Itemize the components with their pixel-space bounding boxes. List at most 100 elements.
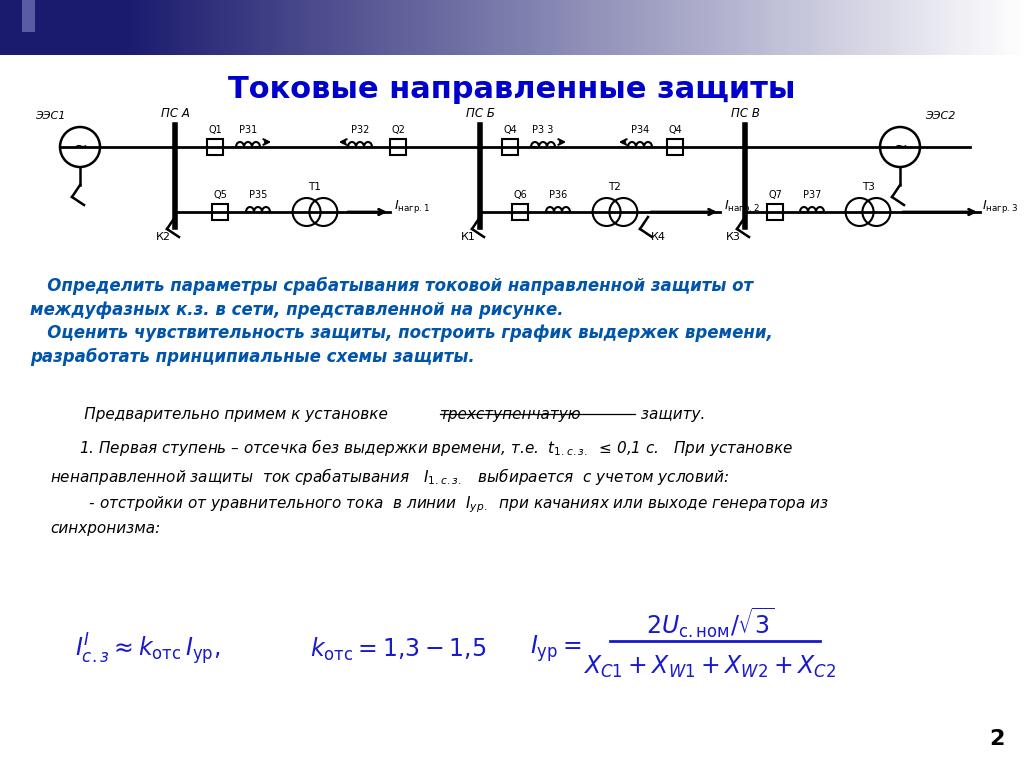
- Bar: [512, 0, 515, 55]
- Text: $X_{C1} + X_{W1} + X_{W2} + X_{C2}$: $X_{C1} + X_{W1} + X_{W2} + X_{C2}$: [584, 654, 837, 680]
- Bar: [82, 0, 85, 55]
- Bar: [379, 0, 382, 55]
- Bar: [92, 0, 95, 55]
- Bar: [966, 0, 970, 55]
- Bar: [266, 0, 269, 55]
- Text: ЭЭС2: ЭЭС2: [925, 111, 955, 121]
- Bar: [276, 0, 280, 55]
- Bar: [529, 0, 532, 55]
- Bar: [259, 0, 263, 55]
- Bar: [207, 139, 223, 155]
- Bar: [69, 0, 72, 55]
- Bar: [922, 0, 925, 55]
- Bar: [550, 0, 553, 55]
- Bar: [151, 0, 154, 55]
- Bar: [867, 0, 870, 55]
- Bar: [290, 0, 294, 55]
- Bar: [720, 0, 724, 55]
- Bar: [51, 0, 54, 55]
- Bar: [532, 0, 536, 55]
- Bar: [249, 0, 253, 55]
- Bar: [587, 0, 591, 55]
- Bar: [164, 0, 167, 55]
- Bar: [973, 0, 976, 55]
- Bar: [993, 0, 996, 55]
- Bar: [873, 0, 878, 55]
- Bar: [799, 0, 802, 55]
- Text: К2: К2: [156, 232, 171, 242]
- Bar: [263, 0, 266, 55]
- Bar: [945, 0, 949, 55]
- Bar: [829, 0, 833, 55]
- Bar: [65, 0, 69, 55]
- Bar: [617, 0, 622, 55]
- Text: Р35: Р35: [249, 190, 267, 200]
- Text: $I_{\rm нагр.1}$: $I_{\rm нагр.1}$: [394, 198, 430, 215]
- Bar: [488, 0, 492, 55]
- Bar: [410, 0, 413, 55]
- Bar: [775, 0, 778, 55]
- Bar: [386, 0, 389, 55]
- Bar: [748, 0, 751, 55]
- Bar: [120, 0, 123, 55]
- Bar: [703, 0, 707, 55]
- Bar: [676, 0, 679, 55]
- Text: $I^{I}_{с.з} \approx k_{\rm отс}\, I_{\rm ур},$: $I^{I}_{с.з} \approx k_{\rm отс}\, I_{\r…: [75, 631, 220, 667]
- Bar: [140, 0, 143, 55]
- Text: Р32: Р32: [351, 125, 370, 135]
- Bar: [136, 0, 140, 55]
- Bar: [218, 0, 222, 55]
- Bar: [402, 0, 407, 55]
- Text: Токовые направленные защиты: Токовые направленные защиты: [228, 75, 796, 104]
- Bar: [396, 0, 399, 55]
- Text: Т1: Т1: [308, 182, 322, 192]
- Bar: [809, 0, 812, 55]
- Bar: [996, 0, 1000, 55]
- Bar: [321, 0, 325, 55]
- Bar: [154, 0, 157, 55]
- Bar: [38, 0, 41, 55]
- Bar: [338, 0, 341, 55]
- Bar: [228, 0, 232, 55]
- Text: К1: К1: [461, 232, 475, 242]
- Bar: [13, 0, 17, 55]
- Text: Q1: Q1: [208, 125, 222, 135]
- Bar: [765, 0, 768, 55]
- Bar: [658, 0, 663, 55]
- Bar: [355, 0, 358, 55]
- Bar: [904, 0, 908, 55]
- Bar: [788, 0, 792, 55]
- Bar: [48, 0, 51, 55]
- Bar: [853, 0, 857, 55]
- Bar: [195, 0, 198, 55]
- Bar: [22, 0, 35, 32]
- Bar: [187, 0, 191, 55]
- Bar: [167, 0, 171, 55]
- Text: Q7: Q7: [768, 190, 782, 200]
- Bar: [246, 0, 249, 55]
- Bar: [767, 204, 783, 220]
- Bar: [126, 0, 130, 55]
- Bar: [256, 0, 259, 55]
- Bar: [833, 0, 837, 55]
- Bar: [840, 0, 843, 55]
- Bar: [443, 0, 447, 55]
- Bar: [222, 0, 225, 55]
- Bar: [317, 0, 321, 55]
- Bar: [955, 0, 959, 55]
- Text: Р31: Р31: [239, 125, 257, 135]
- Bar: [181, 0, 184, 55]
- Bar: [407, 0, 410, 55]
- Text: $k_{\rm отс} = 1{,}3-1{,}5$: $k_{\rm отс} = 1{,}3-1{,}5$: [310, 635, 486, 663]
- Bar: [792, 0, 796, 55]
- Bar: [908, 0, 911, 55]
- Bar: [34, 0, 38, 55]
- Bar: [390, 139, 406, 155]
- Bar: [891, 0, 894, 55]
- Bar: [847, 0, 850, 55]
- Bar: [781, 0, 785, 55]
- Bar: [655, 0, 658, 55]
- Bar: [942, 0, 945, 55]
- Bar: [505, 0, 509, 55]
- Bar: [540, 0, 543, 55]
